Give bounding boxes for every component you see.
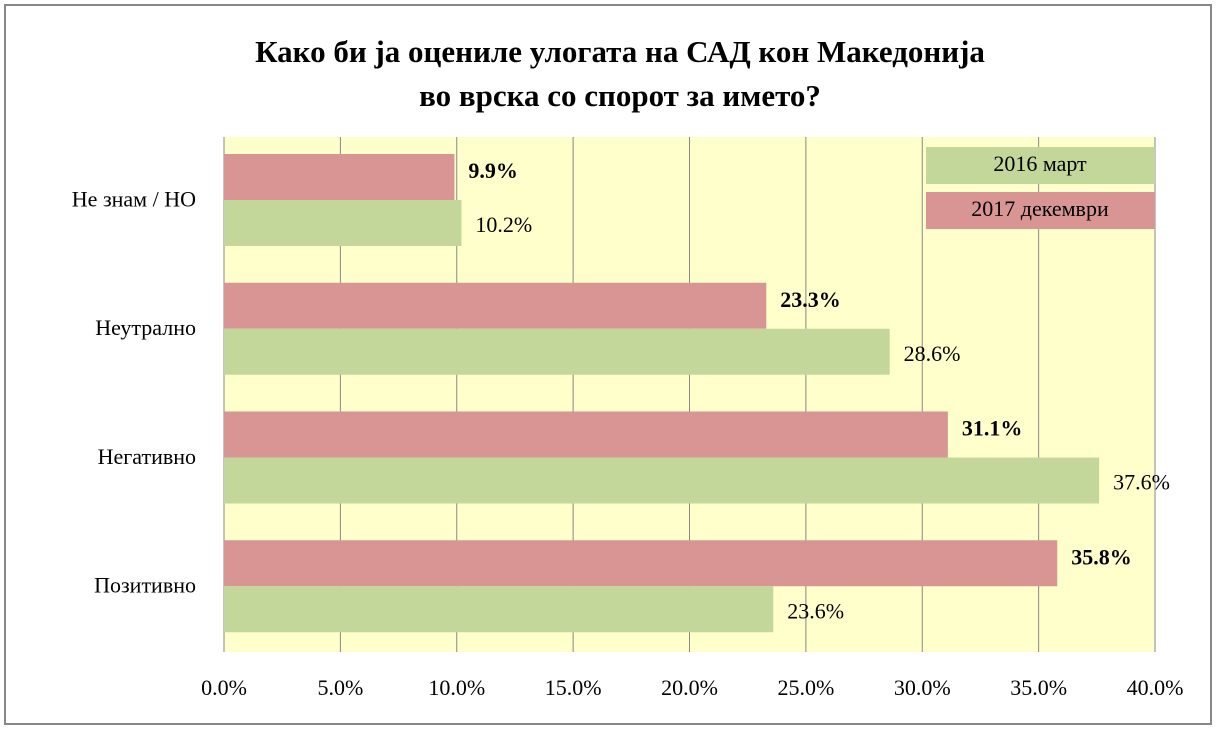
value-label: 10.2%	[475, 212, 532, 237]
bar	[224, 540, 1058, 587]
value-label: 35.8%	[1071, 544, 1132, 569]
bar	[224, 282, 767, 329]
value-label: 23.6%	[787, 598, 844, 623]
x-tick-label: 40.0%	[1127, 675, 1184, 700]
value-label: 9.9%	[468, 158, 518, 183]
x-tick-label: 15.0%	[545, 675, 602, 700]
value-label: 31.1%	[962, 416, 1023, 441]
x-tick-label: 30.0%	[894, 675, 951, 700]
y-tick-label: Позитивно	[94, 573, 196, 598]
value-label: 23.3%	[780, 287, 841, 312]
value-label: 28.6%	[904, 341, 961, 366]
value-label: 37.6%	[1113, 470, 1170, 495]
legend-swatch	[926, 192, 1155, 229]
bar	[224, 457, 1100, 504]
y-tick-label: Неутрално	[95, 315, 196, 340]
legend-label: 2016 март	[993, 151, 1087, 176]
legend-label: 2017 декември	[971, 196, 1109, 221]
x-tick-label: 35.0%	[1010, 675, 1067, 700]
x-tick-label: 0.0%	[201, 675, 247, 700]
bar	[224, 586, 774, 633]
y-tick-label: Негативно	[98, 444, 196, 469]
x-tick-label: 20.0%	[661, 675, 718, 700]
bar	[224, 411, 948, 458]
chart-title: Како би ја оцениле улогата на САД кон Ма…	[255, 34, 985, 113]
bar	[224, 200, 462, 246]
x-tick-label: 5.0%	[317, 675, 363, 700]
x-tick-label: 25.0%	[777, 675, 834, 700]
x-tick-label: 10.0%	[428, 675, 485, 700]
legend-swatch	[926, 147, 1155, 184]
y-tick-label: Не знам / НО	[72, 186, 196, 211]
bar	[224, 154, 455, 200]
bar	[224, 328, 890, 375]
